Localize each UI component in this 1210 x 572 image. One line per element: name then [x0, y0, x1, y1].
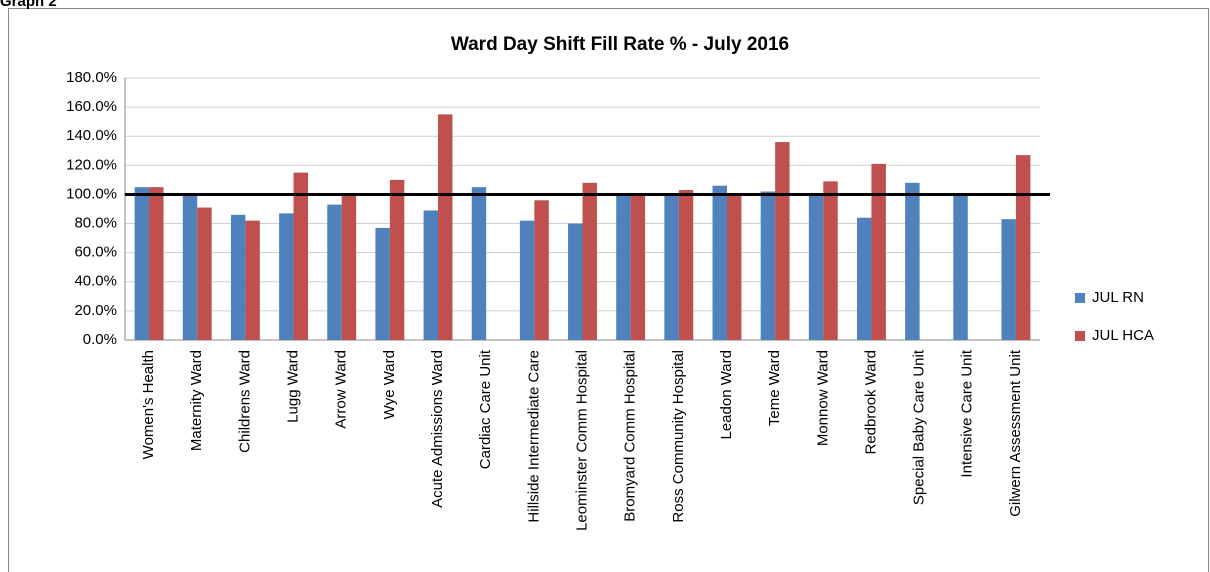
- bar: [341, 194, 357, 340]
- bar: [760, 191, 776, 340]
- bar: [438, 114, 453, 340]
- x-tick-label: Childrens Ward: [236, 350, 253, 453]
- legend-label: JUL HCA: [1092, 327, 1154, 344]
- bar: [327, 204, 342, 340]
- bar: [149, 187, 164, 340]
- x-tick-label: Maternity Ward: [188, 350, 205, 451]
- bar: [568, 223, 583, 340]
- y-tick-label: 40.0%: [74, 273, 117, 290]
- x-tick-label: Teme Ward: [766, 350, 783, 426]
- bar: [726, 194, 742, 340]
- y-tick-label: 20.0%: [74, 302, 117, 319]
- bar: [905, 182, 920, 340]
- x-tick-label: Lugg Ward: [285, 350, 302, 423]
- x-tick-label: Women's Health: [140, 350, 157, 459]
- x-tick-label: Leadon Ward: [718, 350, 735, 440]
- bar: [857, 217, 872, 340]
- x-tick-label: Arrow Ward: [333, 350, 350, 429]
- bar: [808, 194, 824, 340]
- y-tick-label: 80.0%: [74, 215, 117, 232]
- x-tick-label: Bromyard Comm Hospital: [622, 350, 639, 522]
- y-tick-label: 160.0%: [66, 98, 117, 115]
- x-tick-label: Ross Community Hospital: [670, 350, 687, 523]
- y-tick-label: 120.0%: [66, 156, 117, 173]
- y-tick-label: 180.0%: [66, 69, 117, 86]
- x-tick-label: Monnow Ward: [814, 350, 831, 446]
- bar: [616, 194, 631, 340]
- x-tick-label: Special Baby Care Unit: [911, 349, 928, 505]
- bar: [775, 142, 790, 340]
- y-tick-label: 100.0%: [66, 185, 117, 202]
- bar: [871, 163, 886, 340]
- y-tick-label: 140.0%: [66, 127, 117, 144]
- x-tick-label: Wye Ward: [381, 350, 398, 419]
- x-tick-label: Intensive Care Unit: [959, 349, 976, 477]
- x-tick-label: Cardiac Care Unit: [477, 349, 494, 469]
- bar: [182, 194, 198, 340]
- x-tick-label: Gilwern Assessment Unit: [1007, 349, 1024, 517]
- chart-border: [8, 8, 1209, 572]
- legend-swatch: [1075, 293, 1085, 303]
- bar: [1001, 219, 1016, 340]
- header: Graph 2: [0, 0, 57, 10]
- bar: [245, 220, 260, 340]
- bar: [953, 194, 968, 340]
- bar: [664, 194, 679, 340]
- bar: [582, 182, 597, 340]
- bar: [823, 181, 838, 340]
- bar: [389, 179, 405, 340]
- x-tick-label: Hillside Intermediate Care: [525, 350, 542, 523]
- x-tick-label: Redbrook Ward: [862, 350, 879, 455]
- bar: [678, 190, 694, 340]
- bar: [134, 187, 150, 340]
- bar: [279, 213, 294, 340]
- bar: [230, 214, 246, 340]
- bar: [519, 220, 535, 340]
- bar: [1015, 155, 1031, 340]
- x-tick-label: Acute Admissions Ward: [429, 350, 446, 508]
- legend-label: JUL RN: [1092, 289, 1144, 306]
- y-tick-label: 60.0%: [74, 244, 117, 261]
- bar: [293, 172, 308, 340]
- bar: [197, 207, 212, 340]
- x-tick-label: Leominster Comm Hospital: [573, 350, 590, 531]
- legend-swatch: [1075, 331, 1085, 341]
- bar: [534, 200, 549, 340]
- bar: [423, 210, 439, 340]
- y-tick-label: 0.0%: [83, 331, 117, 348]
- chart-title: Ward Day Shift Fill Rate % - July 2016: [451, 34, 789, 55]
- bar: [712, 185, 727, 340]
- bar: [630, 194, 646, 340]
- bar: [375, 227, 390, 340]
- bar: [471, 187, 487, 340]
